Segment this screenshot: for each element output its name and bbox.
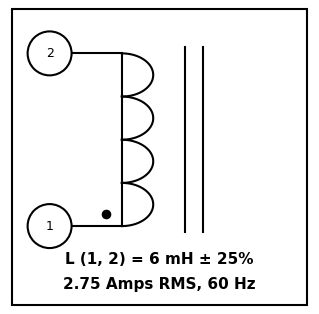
Text: 2: 2: [46, 47, 54, 60]
Point: [104, 211, 109, 216]
Text: L (1, 2) = 6 mH ± 25%: L (1, 2) = 6 mH ± 25%: [65, 252, 254, 267]
Circle shape: [28, 204, 71, 248]
Text: 2.75 Amps RMS, 60 Hz: 2.75 Amps RMS, 60 Hz: [63, 277, 256, 292]
Text: 1: 1: [46, 219, 54, 233]
Circle shape: [28, 31, 71, 75]
